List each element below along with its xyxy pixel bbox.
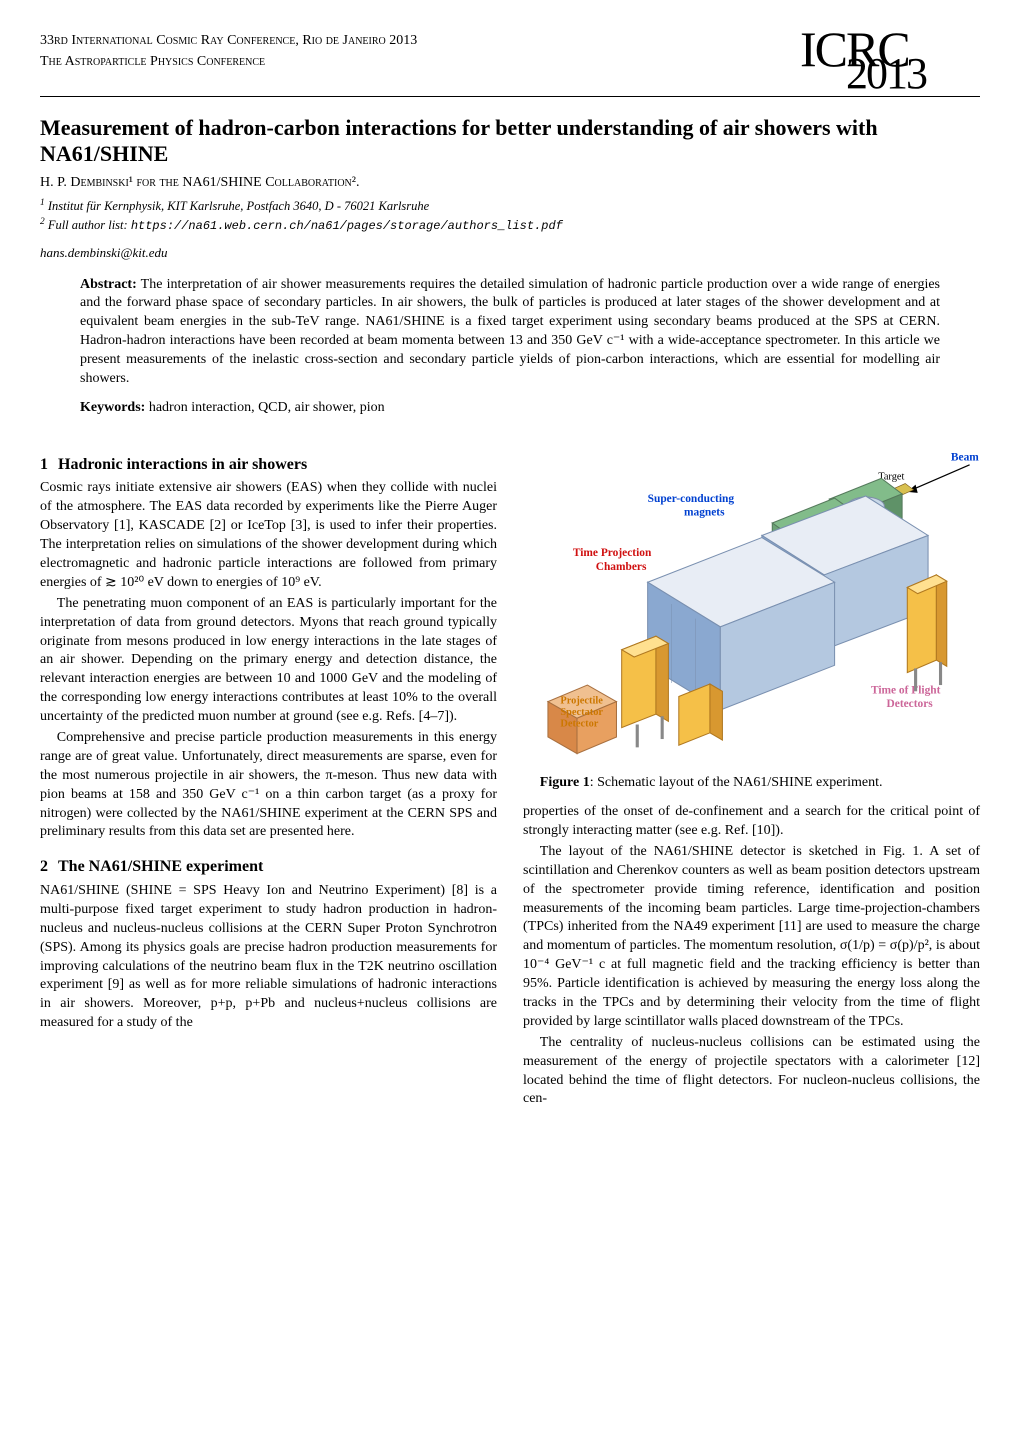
abstract-text: The interpretation of air shower measure… [80, 277, 940, 386]
abstract: Abstract: The interpretation of air show… [80, 276, 940, 389]
conference-header: 33rd International Cosmic Ray Conference… [40, 30, 417, 72]
conference-line-2: The Astroparticle Physics Conference [40, 51, 417, 72]
label-tof-1: Time of Flight [871, 684, 941, 696]
two-column-body: 1 Hadronic interactions in air showers Co… [40, 440, 980, 1112]
s2-para-2: properties of the onset of de-confinemen… [523, 803, 980, 841]
section-1-heading: 1 Hadronic interactions in air showers [40, 454, 497, 476]
affil1-sup: 1 [40, 198, 45, 208]
section-1-title: Hadronic interactions in air showers [58, 456, 307, 473]
s2-para-3: The layout of the NA61/SHINE detector is… [523, 843, 980, 1032]
figure-1: Beam Target Super-conducting [523, 442, 980, 793]
section-2-title: The NA61/SHINE experiment [58, 858, 263, 875]
s1-para-1: Cosmic rays initiate extensive air showe… [40, 479, 497, 592]
left-column: 1 Hadronic interactions in air showers Co… [40, 440, 497, 1112]
tof-left [622, 636, 669, 727]
label-psd-2: Spectator [560, 707, 603, 718]
logo-year-text: 2013 [846, 44, 926, 103]
header-row: 33rd International Cosmic Ray Conference… [40, 30, 980, 97]
tof-right [907, 575, 946, 673]
affiliation-2: 2 Full author list: https://na61.web.cer… [40, 216, 980, 234]
icrc-logo: ICRC 2013 [800, 22, 980, 92]
s2-para-1: NA61/SHINE (SHINE = SPS Heavy Ion and Ne… [40, 882, 497, 1033]
label-magnets-2: magnets [684, 507, 725, 519]
label-beam: Beam [951, 452, 979, 464]
label-tpc-2: Chambers [596, 561, 647, 573]
keywords-label: Keywords: [80, 400, 145, 415]
section-2-heading: 2 The NA61/SHINE experiment [40, 856, 497, 878]
s2-para-4: The centrality of nucleus-nucleus collis… [523, 1034, 980, 1110]
author-email: hans.dembinski@kit.edu [40, 244, 980, 262]
conference-line-1: 33rd International Cosmic Ray Conference… [40, 30, 417, 51]
paper-title: Measurement of hadron-carbon interaction… [40, 115, 980, 168]
abstract-label: Abstract: [80, 277, 137, 292]
section-2-num: 2 [40, 858, 48, 875]
tof-front [679, 684, 723, 745]
affil2-sup: 2 [40, 217, 45, 227]
s1-para-3: Comprehensive and precise particle produ… [40, 729, 497, 842]
right-column: Beam Target Super-conducting [523, 440, 980, 1112]
label-psd-1: Projectile [560, 696, 603, 707]
figure-1-caption-text: : Schematic layout of the NA61/SHINE exp… [590, 775, 883, 790]
affil2-text: Full author list: [48, 218, 131, 232]
figure-1-label: Figure 1 [540, 775, 590, 790]
section-1-num: 1 [40, 456, 48, 473]
label-psd-3: Detector [560, 718, 598, 729]
affil1-text: Institut für Kernphysik, KIT Karlsruhe, … [48, 199, 429, 213]
label-tof-2: Detectors [887, 698, 934, 710]
label-magnets-1: Super-conducting [648, 493, 735, 505]
detector-schematic-svg: Beam Target Super-conducting [523, 442, 980, 774]
author-line: H. P. Dembinski¹ for the NA61/SHINE Coll… [40, 174, 980, 193]
s1-para-2: The penetrating muon component of an EAS… [40, 595, 497, 727]
affiliation-1: 1 Institut für Kernphysik, KIT Karlsruhe… [40, 197, 980, 215]
keywords-text: hadron interaction, QCD, air shower, pio… [145, 400, 384, 415]
label-tpc-1: Time Projection [573, 547, 652, 559]
keywords: Keywords: hadron interaction, QCD, air s… [80, 399, 940, 418]
figure-1-caption: Figure 1: Schematic layout of the NA61/S… [523, 774, 980, 793]
affil2-url: https://na61.web.cern.ch/na61/pages/stor… [131, 219, 563, 233]
